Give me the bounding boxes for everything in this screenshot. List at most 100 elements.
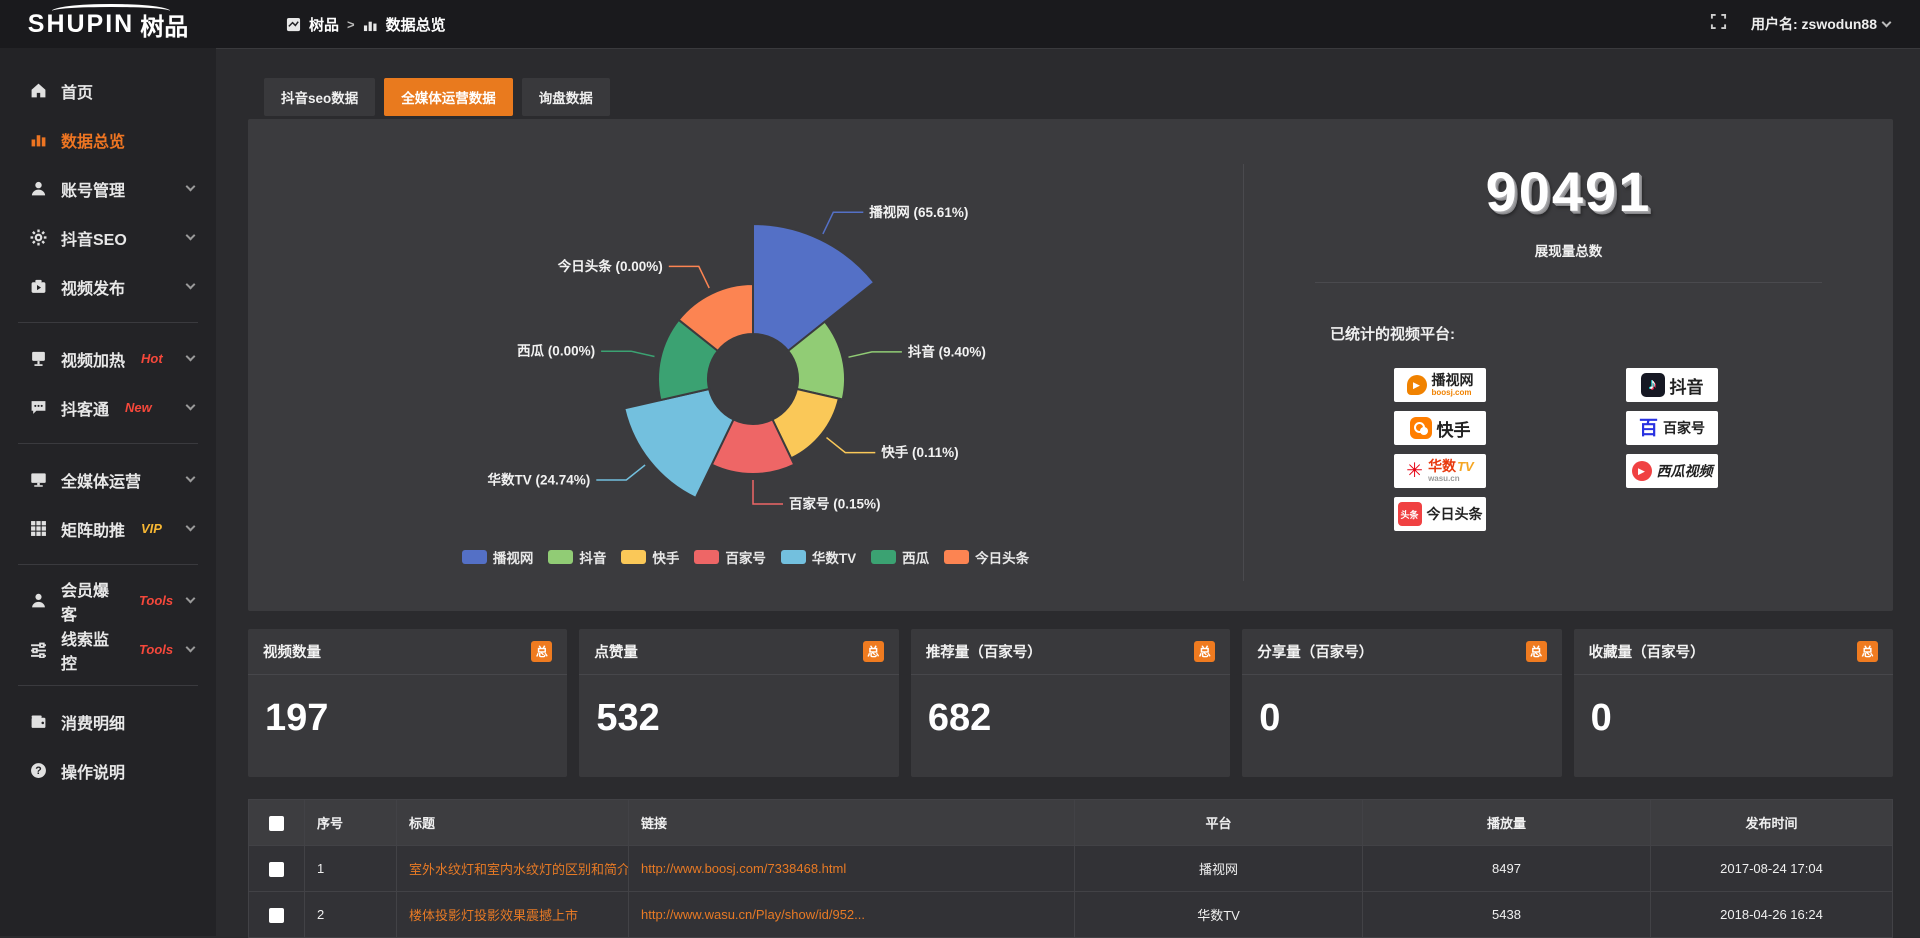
label-line [753, 480, 783, 504]
legend-label: 播视网 [493, 547, 534, 567]
cell-platform: 华数TV [1075, 892, 1363, 938]
sidebar-item-doukehtong[interactable]: 抖客通 New [0, 383, 216, 432]
sidebar-item-matrix-boost[interactable]: 矩阵助推 VIP [0, 504, 216, 553]
tab-inquiry[interactable]: 询盘数据 [522, 78, 610, 116]
breadcrumb-current[interactable]: 数据总览 [386, 14, 446, 35]
tab-omnimedia[interactable]: 全媒体运营数据 [384, 78, 513, 116]
total-badge: 总 [1526, 641, 1547, 662]
platform-badge-xigua: ▶ 西瓜视频 [1626, 454, 1718, 488]
col-plays: 播放量 [1363, 800, 1651, 846]
legend-item[interactable]: 抖音 [548, 547, 606, 567]
table-header-row: 序号 标题 链接 平台 播放量 发布时间 [249, 800, 1893, 846]
legend-item[interactable]: 今日头条 [944, 547, 1029, 567]
stat-value: 197 [248, 675, 567, 762]
wasu-icon: ✳ [1406, 461, 1423, 481]
user-icon [30, 180, 47, 197]
col-time: 发布时间 [1651, 800, 1893, 846]
tools-badge: Tools [139, 593, 173, 608]
pie-slice[interactable] [624, 389, 733, 498]
stat-card-favorites: 收藏量（百家号）总 0 [1574, 629, 1893, 777]
sidebar-item-label: 视频加热 [61, 347, 125, 371]
sidebar-item-label: 首页 [61, 79, 93, 103]
legend-item[interactable]: 快手 [621, 547, 679, 567]
sidebar-item-home[interactable]: 首页 [0, 66, 216, 115]
select-all-checkbox[interactable] [269, 816, 284, 831]
chevron-down-icon [186, 643, 196, 653]
sidebar-item-label: 抖客通 [61, 396, 109, 420]
new-badge: New [125, 400, 152, 415]
user-menu[interactable]: 用户名: zswodun88 [1751, 14, 1890, 34]
stat-cards: 视频数量总 197 点赞量总 532 推荐量（百家号）总 682 分享量（百家号… [248, 629, 1893, 777]
platform-name: 今日头条 [1427, 504, 1483, 524]
chevron-down-icon [186, 231, 196, 241]
total-impressions-value: 90491 [1244, 159, 1893, 224]
row-checkbox[interactable] [269, 908, 284, 923]
platform-name: 华数 [1428, 459, 1456, 473]
fullscreen-icon[interactable] [1710, 13, 1727, 35]
label-line [669, 266, 709, 288]
boosj-icon: ▶ [1407, 375, 1427, 395]
legend-item[interactable]: 播视网 [462, 547, 534, 567]
cell-title[interactable]: 室外水纹灯和室内水纹灯的区别和简介 [397, 846, 629, 892]
platform-badge-douyin: ♪ 抖音 [1626, 368, 1718, 402]
legend-swatch [694, 550, 719, 564]
sidebar-item-lead-monitor[interactable]: 线索监控 Tools [0, 625, 216, 674]
sidebar-item-label: 操作说明 [61, 759, 125, 783]
stat-title: 分享量（百家号） [1257, 641, 1373, 662]
baijiahao-icon: 百 [1639, 419, 1658, 438]
sidebar-item-account[interactable]: 账号管理 [0, 164, 216, 213]
label-line [827, 438, 876, 453]
platform-name: 百家号 [1663, 418, 1705, 438]
chevron-down-icon [186, 182, 196, 192]
chevron-down-icon [186, 522, 196, 532]
breadcrumb-root[interactable]: 树品 [309, 14, 339, 35]
col-index: 序号 [305, 800, 397, 846]
sidebar-item-data-overview[interactable]: 数据总览 [0, 115, 216, 164]
platform-domain: wasu.cn [1428, 475, 1460, 483]
video-table: 序号 标题 链接 平台 播放量 发布时间 1 室外水纹灯和室内水纹灯的区别和简介… [248, 799, 1893, 938]
sidebar-item-member-burst[interactable]: 会员爆客 Tools [0, 576, 216, 625]
platform-badge-wasu: ✳ 华数 TV wasu.cn [1394, 454, 1486, 488]
total-badge: 总 [1194, 641, 1215, 662]
cell-title[interactable]: 楼体投影灯投影效果震撼上市 [397, 892, 629, 938]
question-icon: ? [30, 762, 47, 779]
stat-value: 532 [579, 675, 898, 762]
legend-item[interactable]: 西瓜 [871, 547, 929, 567]
breadcrumb-root-icon [286, 17, 301, 32]
legend-swatch [548, 550, 573, 564]
sidebar-item-spend-detail[interactable]: 消费明细 [0, 697, 216, 746]
table-row: 2 楼体投影灯投影效果震撼上市 http://www.wasu.cn/Play/… [249, 892, 1893, 938]
sidebar-item-help[interactable]: ? 操作说明 [0, 746, 216, 795]
member-icon [30, 592, 47, 609]
stat-card-shares: 分享量（百家号）总 0 [1242, 629, 1561, 777]
label-line [601, 351, 654, 356]
overview-panel: 播视网 (65.61%)抖音 (9.40%)快手 (0.11%)百家号 (0.1… [248, 119, 1893, 611]
tab-douyin-seo[interactable]: 抖音seo数据 [264, 78, 375, 116]
legend-item[interactable]: 百家号 [694, 547, 766, 567]
chart-legend: 播视网抖音快手百家号 华数TV 西瓜今日头条 [248, 547, 1243, 567]
platform-badge-toutiao: 头条 今日头条 [1394, 497, 1486, 531]
chat-icon [30, 399, 47, 416]
bar-chart-icon [30, 131, 47, 148]
cell-link[interactable]: http://www.boosj.com/7338468.html [629, 846, 1075, 892]
chevron-down-icon [186, 401, 196, 411]
sidebar-item-douyin-seo[interactable]: 抖音SEO [0, 213, 216, 262]
legend-label: 华数TV [812, 547, 856, 567]
xigua-icon: ▶ [1632, 461, 1652, 481]
total-badge: 总 [531, 641, 552, 662]
stat-title: 点赞量 [594, 641, 638, 662]
kuaishou-icon [1410, 417, 1432, 439]
hot-badge: Hot [141, 351, 163, 366]
platform-name: 快手 [1437, 416, 1471, 441]
sidebar-item-video-publish[interactable]: 视频发布 [0, 262, 216, 311]
sidebar-item-omnimedia[interactable]: 全媒体运营 [0, 455, 216, 504]
row-checkbox[interactable] [269, 862, 284, 877]
pie-label: 华数TV (24.74%) [488, 472, 591, 488]
platform-name: 西瓜视频 [1657, 461, 1713, 481]
legend-item[interactable]: 华数TV [781, 547, 856, 567]
sidebar-item-video-heat[interactable]: 视频加热 Hot [0, 334, 216, 383]
legend-swatch [871, 550, 896, 564]
cell-platform: 播视网 [1075, 846, 1363, 892]
cell-link[interactable]: http://www.wasu.cn/Play/show/id/952... [629, 892, 1075, 938]
username-label: 用户名: zswodun88 [1751, 14, 1877, 34]
